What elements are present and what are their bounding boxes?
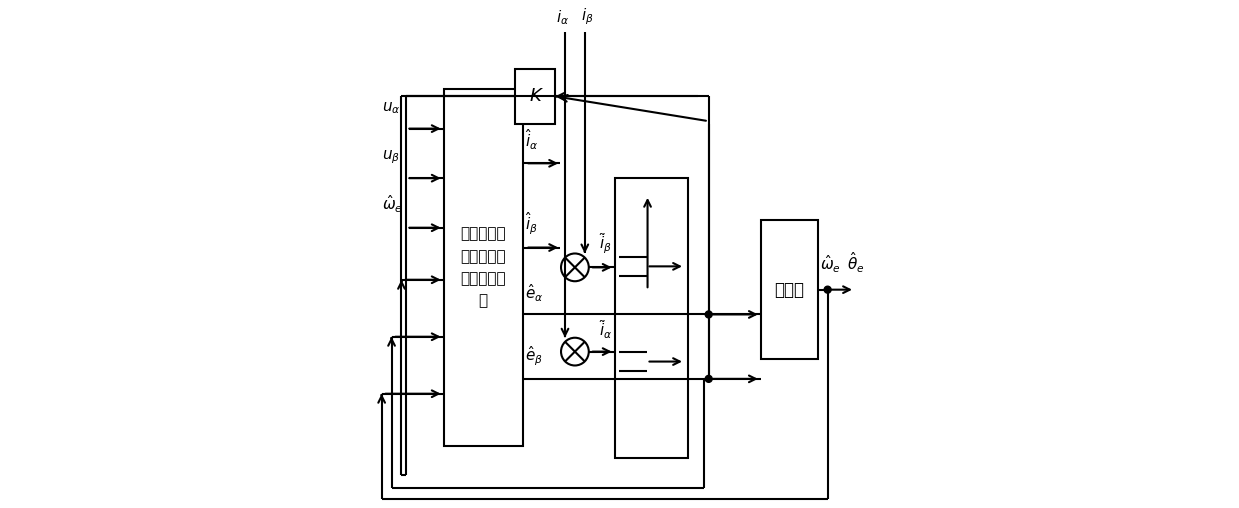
Text: 锁相环: 锁相环 <box>774 280 804 299</box>
Text: $\hat{\omega}_e$: $\hat{\omega}_e$ <box>820 253 841 275</box>
Bar <box>444 89 523 446</box>
Text: $u_{\alpha}$: $u_{\alpha}$ <box>382 101 400 116</box>
Bar <box>615 178 688 458</box>
Text: $\hat{\theta}_e$: $\hat{\theta}_e$ <box>847 250 865 275</box>
Text: $\hat{e}_{\beta}$: $\hat{e}_{\beta}$ <box>525 344 544 368</box>
Text: $\tilde{i}_{\beta}$: $\tilde{i}_{\beta}$ <box>600 232 612 257</box>
Circle shape <box>824 286 831 293</box>
Text: 基于扩展反
电动势模型
的滑模观测
器: 基于扩展反 电动势模型 的滑模观测 器 <box>461 227 506 308</box>
Circle shape <box>705 375 712 383</box>
Text: K: K <box>529 87 541 105</box>
Text: $u_{\beta}$: $u_{\beta}$ <box>382 148 400 166</box>
Text: $\hat{i}_{\beta}$: $\hat{i}_{\beta}$ <box>525 210 538 237</box>
Text: $\hat{i}_{\alpha}$: $\hat{i}_{\alpha}$ <box>525 128 539 152</box>
Bar <box>761 220 818 359</box>
Circle shape <box>705 311 712 318</box>
Text: $\tilde{i}_{\alpha}$: $\tilde{i}_{\alpha}$ <box>598 318 612 341</box>
Text: $i_{\alpha}$: $i_{\alpha}$ <box>556 8 569 27</box>
Text: $\hat{\omega}_e$: $\hat{\omega}_e$ <box>382 194 403 215</box>
Text: $\hat{e}_{\alpha}$: $\hat{e}_{\alpha}$ <box>525 282 544 304</box>
Text: $i_{\beta}$: $i_{\beta}$ <box>581 7 593 27</box>
Bar <box>515 69 555 123</box>
